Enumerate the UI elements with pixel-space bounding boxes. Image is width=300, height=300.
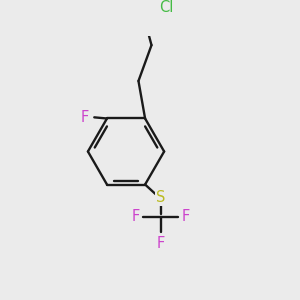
Text: F: F (80, 110, 88, 125)
Text: F: F (132, 209, 140, 224)
Text: Cl: Cl (159, 0, 173, 15)
Text: F: F (157, 236, 165, 251)
Text: F: F (182, 209, 190, 224)
Text: S: S (156, 190, 166, 205)
